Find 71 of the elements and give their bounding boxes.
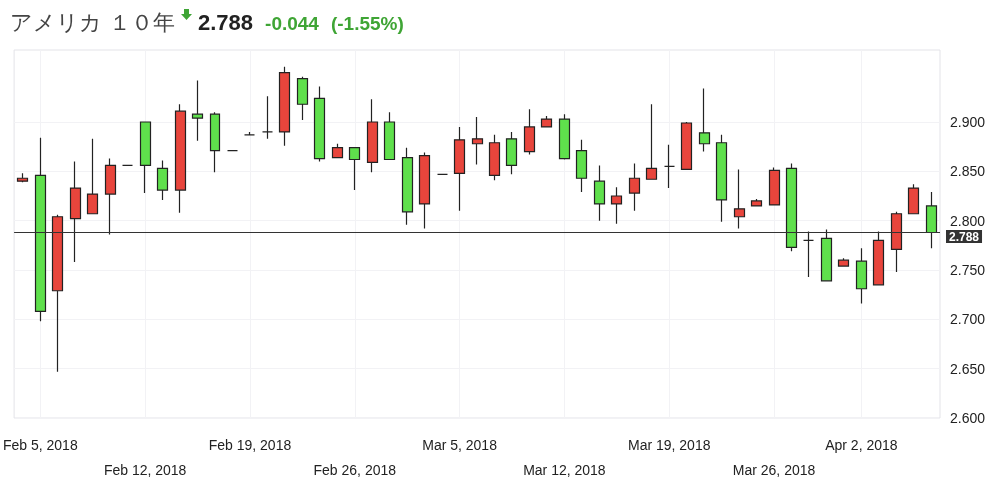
candlestick — [191, 79, 204, 142]
candlestick — [610, 186, 623, 225]
candlestick — [698, 87, 711, 153]
candlestick — [86, 138, 99, 215]
ref-line-label: 2.788 — [949, 229, 980, 244]
candlestick — [645, 103, 658, 180]
candlestick — [16, 172, 29, 183]
candlestick — [802, 230, 815, 278]
candlestick — [488, 134, 501, 181]
candlestick — [925, 191, 938, 249]
candlestick — [174, 103, 187, 214]
x-tick-label: Feb 12, 2018 — [103, 461, 187, 478]
x-tick-label: Apr 2, 2018 — [825, 436, 898, 453]
candlestick — [51, 214, 64, 373]
candlestick — [540, 115, 553, 128]
x-tick-label: Feb 26, 2018 — [313, 461, 397, 478]
y-tick-label: 2.700 — [950, 311, 986, 328]
candlestick — [907, 183, 920, 215]
candlestick — [471, 116, 484, 166]
x-tick-label: Mar 19, 2018 — [627, 436, 711, 453]
candlestick — [401, 147, 414, 226]
candlestick — [837, 257, 850, 267]
candlestick — [156, 159, 169, 201]
y-tick-label: 2.750 — [950, 262, 986, 279]
x-tick-label: Feb 19, 2018 — [208, 436, 292, 453]
candlestick — [855, 247, 868, 305]
text: (-1.55%) — [330, 12, 404, 34]
candlestick — [104, 157, 117, 236]
candlestick — [278, 66, 291, 147]
candlestick — [558, 113, 571, 161]
candlestick — [628, 162, 641, 212]
candlestick — [768, 166, 781, 206]
candlestick — [261, 95, 274, 140]
y-tick-label: 2.650 — [950, 360, 986, 377]
candlestick — [785, 162, 798, 252]
candlestick — [663, 144, 676, 189]
candlestick — [121, 164, 134, 167]
candlestick — [593, 164, 606, 222]
candlestick — [523, 108, 536, 156]
candlestick — [366, 98, 379, 173]
candlestick — [890, 211, 903, 273]
candlestick — [505, 131, 518, 175]
candlestick — [209, 111, 221, 173]
candlestick — [331, 143, 344, 159]
y-tick-label: 2.900 — [950, 114, 986, 131]
candlestick — [680, 121, 693, 170]
text: 2.788 — [198, 9, 254, 35]
candlestick — [750, 198, 763, 207]
candlestick — [715, 134, 728, 223]
candlestick — [296, 76, 309, 121]
candlestick — [69, 160, 82, 263]
candlestick — [348, 147, 361, 191]
x-tick-label: Feb 5, 2018 — [2, 436, 78, 453]
x-tick-label: Mar 26, 2018 — [732, 461, 816, 478]
chart-title: アメリカ １０年 — [10, 8, 175, 37]
candlestick — [733, 168, 746, 230]
candlestick — [453, 126, 466, 212]
x-tick-label: Mar 5, 2018 — [422, 436, 498, 453]
candlestick — [872, 230, 885, 286]
text: -0.044 — [265, 12, 319, 34]
candlestick — [820, 228, 833, 282]
candlestick — [243, 131, 256, 136]
y-tick-label: 2.800 — [950, 212, 986, 229]
y-tick-label: 2.850 — [950, 163, 986, 180]
candlestick — [139, 121, 152, 194]
candlestick — [383, 111, 396, 161]
candlestick — [313, 85, 326, 163]
candlestick — [418, 152, 431, 230]
x-tick-label: Mar 12, 2018 — [523, 461, 606, 478]
candlestick — [575, 139, 588, 193]
y-tick-label: 2.600 — [950, 410, 986, 426]
